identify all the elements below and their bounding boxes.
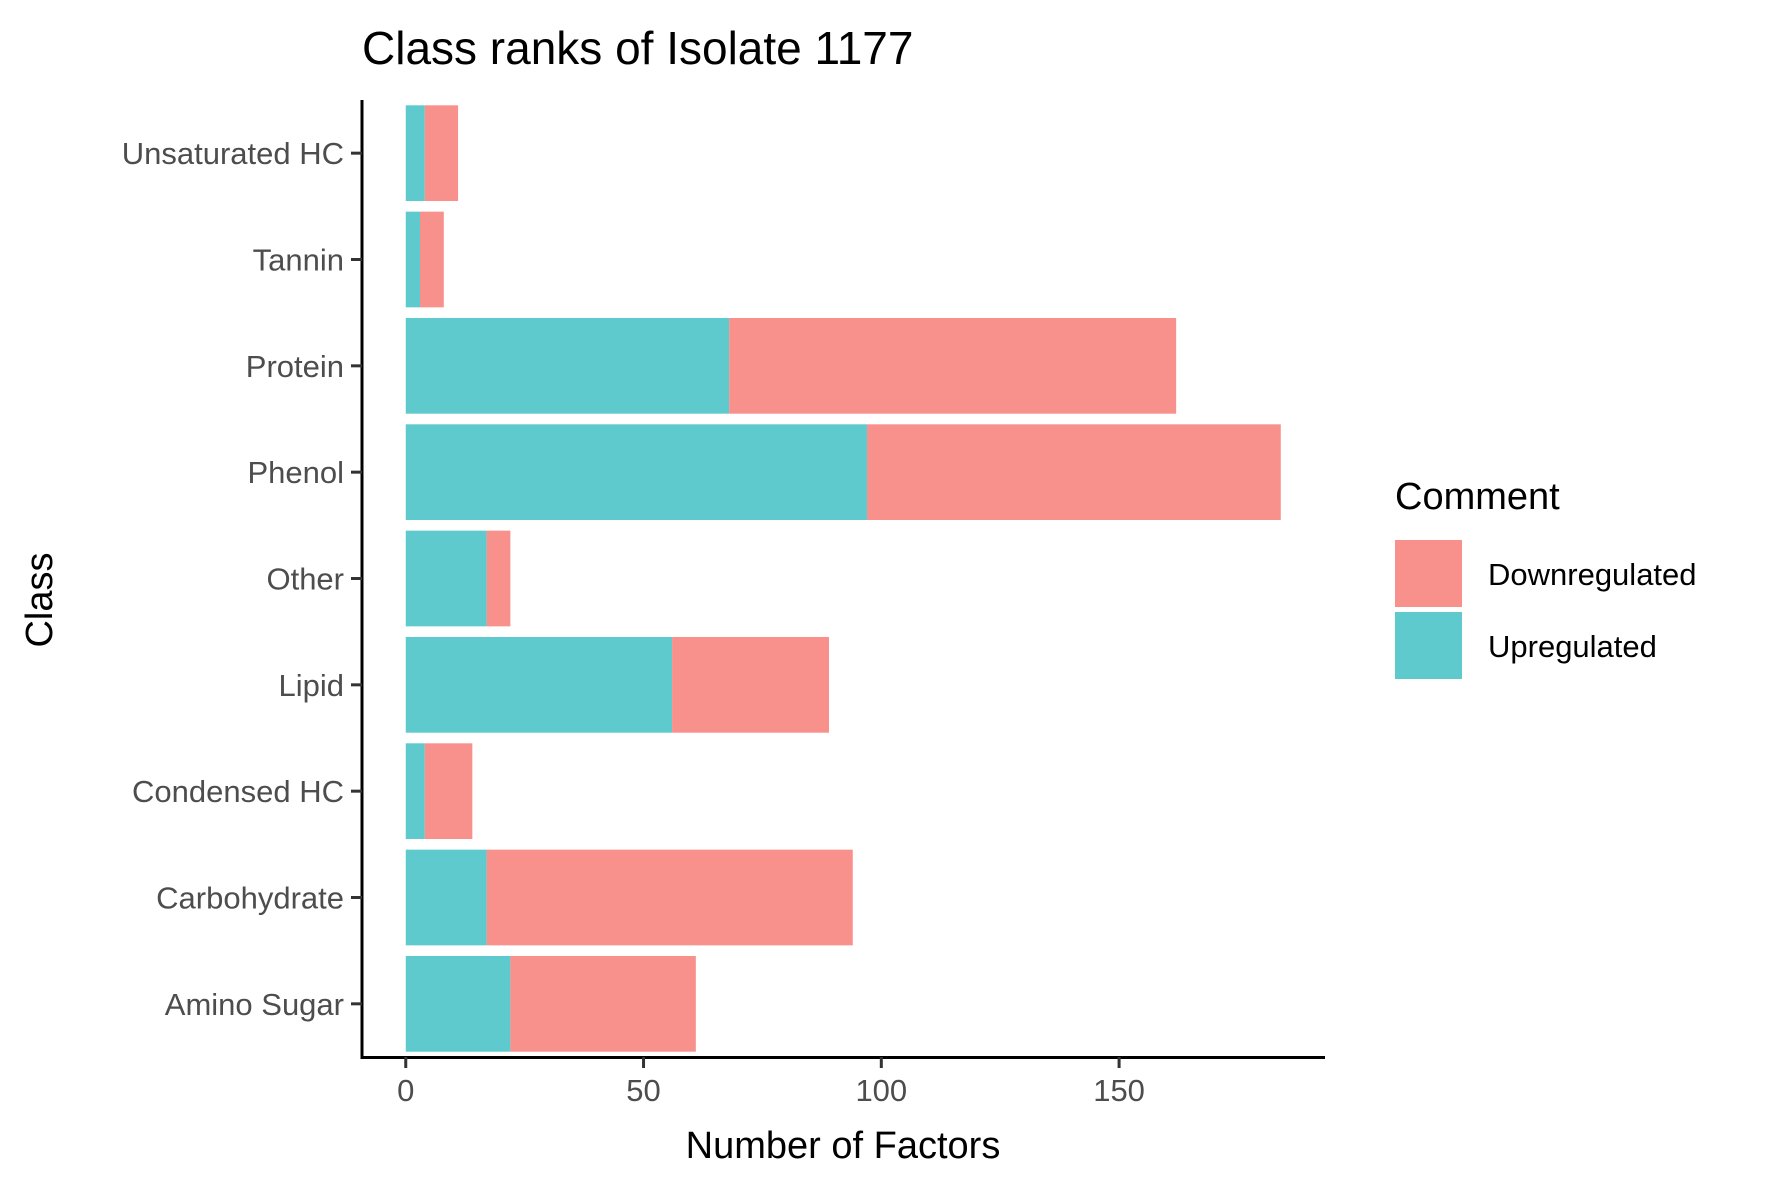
- y-tick-label-tannin: Tannin: [253, 243, 344, 278]
- y-tick-label-lipid: Lipid: [279, 668, 345, 703]
- y-tick-label-condensed-hc: Condensed HC: [132, 774, 344, 809]
- legend-label-downregulated: Downregulated: [1488, 557, 1697, 592]
- legend-key-downregulated: [1395, 540, 1462, 607]
- bar-protein-upregulated: [405, 317, 730, 414]
- y-tick-label-amino-sugar: Amino Sugar: [165, 987, 344, 1022]
- y-axis-title: Class: [19, 552, 61, 647]
- legend-key-upregulated: [1395, 612, 1462, 679]
- x-tick-label-150: 150: [1093, 1073, 1145, 1108]
- y-tick-label-other: Other: [266, 562, 344, 597]
- bar-amino-sugar-downregulated: [510, 955, 696, 1052]
- bar-tannin-upregulated: [405, 211, 421, 308]
- bar-condensed-hc-downregulated: [424, 743, 473, 840]
- bar-condensed-hc-upregulated: [405, 743, 425, 840]
- legend-title: Comment: [1395, 476, 1560, 518]
- bar-other-upregulated: [405, 530, 487, 627]
- x-tick-label-50: 50: [626, 1073, 660, 1108]
- bar-carbohydrate-upregulated: [405, 849, 487, 946]
- legend-label-upregulated: Upregulated: [1488, 629, 1657, 664]
- y-tick-label-protein: Protein: [246, 349, 344, 384]
- bar-carbohydrate-downregulated: [486, 849, 853, 946]
- bar-phenol-downregulated: [867, 424, 1281, 521]
- y-tick-label-unsaturated-hc: Unsaturated HC: [122, 136, 344, 171]
- ticks-layer: Amino Sugar Carbohydrate Condensed HC Lipid…: [122, 136, 1145, 1108]
- legend: Comment Downregulated Upregulated: [1395, 476, 1697, 679]
- bar-unsaturated-hc-upregulated: [405, 105, 425, 202]
- bar-lipid-upregulated: [405, 636, 673, 733]
- legend-items: Downregulated Upregulated: [1395, 540, 1697, 679]
- bar-other-downregulated: [486, 530, 511, 627]
- bar-phenol-upregulated: [405, 424, 868, 521]
- bar-lipid-downregulated: [672, 636, 829, 733]
- x-tick-label-100: 100: [855, 1073, 907, 1108]
- bars-layer: [405, 105, 1281, 1052]
- y-tick-label-carbohydrate: Carbohydrate: [156, 881, 344, 916]
- x-axis-title: Number of Factors: [686, 1125, 1001, 1167]
- bar-protein-downregulated: [729, 317, 1177, 414]
- chart-title: Class ranks of Isolate 1177: [362, 22, 913, 74]
- bar-amino-sugar-upregulated: [405, 955, 511, 1052]
- y-tick-label-phenol: Phenol: [247, 455, 344, 490]
- x-tick-label-0: 0: [397, 1073, 414, 1108]
- bar-unsaturated-hc-downregulated: [424, 105, 459, 202]
- bar-tannin-downregulated: [420, 211, 444, 308]
